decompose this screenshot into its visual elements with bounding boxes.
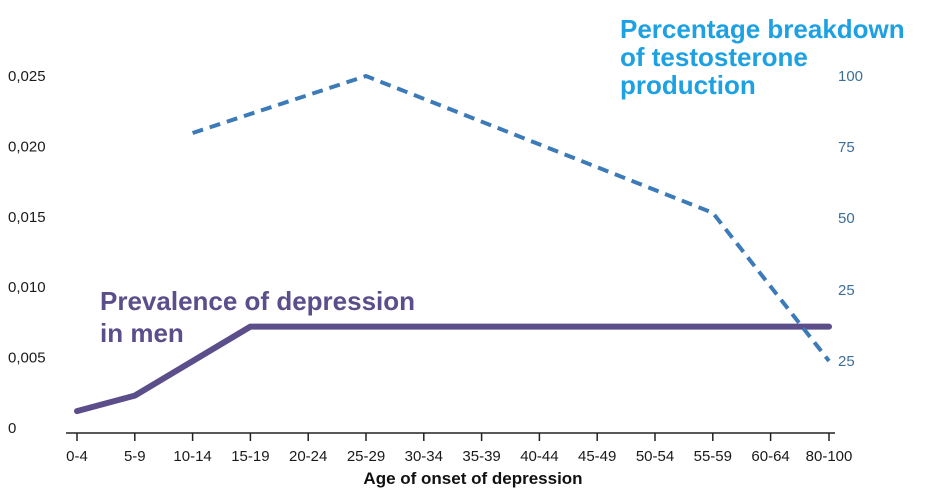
- title-line: in men: [100, 318, 184, 348]
- title-line: Percentage breakdown: [620, 14, 905, 44]
- x-axis-ticks: 0-4 5-9 10-14 15-19 20-24 25-29 30-34 35-39 40-4…: [66, 433, 852, 465]
- y-left-tick-label: 0,025: [8, 68, 46, 85]
- y-axis-right: 25 25 50 75 100: [838, 68, 863, 370]
- y-left-tick-label: 0: [8, 420, 16, 437]
- x-tick-label: 50-54: [636, 448, 674, 465]
- y-right-tick-label: 100: [838, 68, 863, 85]
- x-axis-label: Age of onset of depression: [363, 469, 582, 488]
- x-tick-label: 80-100: [806, 448, 853, 465]
- x-tick-label: 55-59: [694, 448, 732, 465]
- x-tick-label: 25-29: [347, 448, 385, 465]
- testosterone-line: [191, 74, 831, 363]
- series-layer: [74, 74, 832, 415]
- title-line: production: [620, 70, 756, 100]
- x-tick-label: 45-49: [578, 448, 616, 465]
- series-titles: Prevalence of depression in men Percentage…: [100, 14, 905, 348]
- depression-line: [74, 323, 832, 415]
- title-line: Prevalence of depression: [100, 286, 415, 316]
- x-tick-label: 20-24: [289, 448, 327, 465]
- y-axis-left: 0 0,005 0,010 0,015 0,020 0,025: [8, 68, 46, 437]
- x-tick-label: 30-34: [405, 448, 443, 465]
- x-tick-label: 15-19: [231, 448, 269, 465]
- x-tick-label: 60-64: [751, 448, 789, 465]
- x-tick-label: 5-9: [124, 448, 146, 465]
- y-left-tick-label: 0,005: [8, 350, 46, 367]
- depression-series-title: Prevalence of depression in men: [100, 286, 415, 348]
- testosterone-series-title: Percentage breakdown of testosterone produ…: [620, 14, 905, 100]
- y-left-tick-label: 0,010: [8, 279, 46, 296]
- x-tick-label: 35-39: [462, 448, 500, 465]
- y-right-tick-label: 75: [838, 139, 855, 156]
- x-tick-label: 10-14: [173, 448, 211, 465]
- y-left-tick-label: 0,015: [8, 209, 46, 226]
- x-tick-label: 40-44: [520, 448, 558, 465]
- y-right-tick-label: 25: [838, 282, 855, 299]
- title-line: of testosterone: [620, 42, 808, 72]
- y-left-tick-label: 0,020: [8, 138, 46, 155]
- x-tick-label: 0-4: [66, 448, 88, 465]
- y-right-tick-label: 25: [838, 353, 855, 370]
- y-right-tick-label: 50: [838, 210, 855, 227]
